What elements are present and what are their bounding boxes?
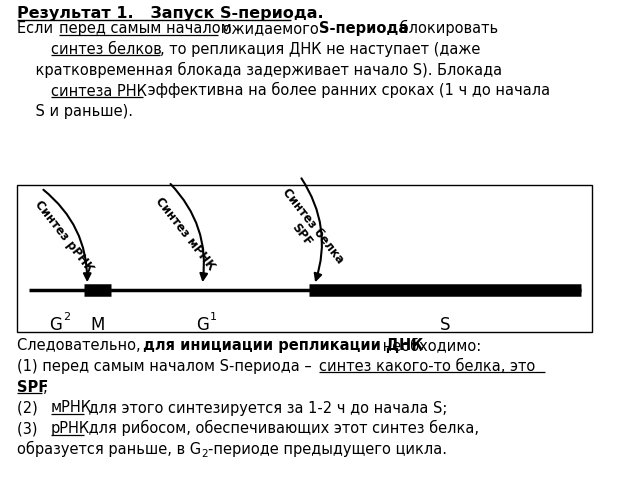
Text: перед самым началом: перед самым началом [59,21,232,36]
Text: , то репликация ДНК не наступает (даже: , то репликация ДНК не наступает (даже [160,42,480,57]
Text: Следовательно,: Следовательно, [17,338,145,353]
Text: кратковременная блокада задерживает начало S). Блокада: кратковременная блокада задерживает нача… [17,61,502,78]
FancyArrowPatch shape [44,190,91,280]
Text: ожидаемого: ожидаемого [218,21,324,36]
Text: рРНК: рРНК [51,421,90,436]
Text: (2): (2) [17,400,43,416]
Text: для рибосом, обеспечивающих этот синтез белка,: для рибосом, обеспечивающих этот синтез … [84,420,479,436]
Text: Синтез белка
SPF: Синтез белка SPF [268,186,346,275]
Text: S: S [440,316,451,334]
Text: Синтез рРНК: Синтез рРНК [32,198,96,275]
Text: SPF: SPF [17,380,49,395]
Text: синтез какого-то белка, это: синтез какого-то белка, это [319,359,535,374]
Text: -периоде предыдущего цикла.: -периоде предыдущего цикла. [208,442,447,457]
Text: синтеза РНК: синтеза РНК [51,84,147,98]
Text: для этого синтезируется за 1-2 ч до начала S;: для этого синтезируется за 1-2 ч до нача… [84,400,448,416]
Text: 2: 2 [202,449,208,459]
Text: (1) перед самым началом S-периода –: (1) перед самым началом S-периода – [17,359,317,374]
Text: 2: 2 [63,312,70,322]
Text: G: G [196,316,209,334]
Text: для инициации репликации ДНК: для инициации репликации ДНК [143,338,423,353]
Text: (3): (3) [17,421,42,436]
Text: G: G [49,316,62,334]
Bar [17,185,592,332]
Text: образуется раньше, в G: образуется раньше, в G [17,441,202,457]
Text: Результат 1.   Запуск S-периода.: Результат 1. Запуск S-периода. [17,6,324,21]
Text: необходимо:: необходимо: [378,338,481,353]
Text: эффективна на более ранних сроках (1 ч до начала: эффективна на более ранних сроках (1 ч д… [143,83,550,98]
FancyArrowPatch shape [171,184,207,280]
Text: синтез белков: синтез белков [51,42,161,57]
Text: мРНК: мРНК [51,400,92,416]
Text: Если: Если [17,21,58,36]
Text: S и раньше).: S и раньше). [17,104,133,120]
Text: ;: ; [42,380,47,395]
Text: блокировать: блокировать [394,20,498,36]
Text: M: M [90,316,105,334]
Text: Синтез мРНК: Синтез мРНК [153,194,218,273]
Text: S-периода: S-периода [319,21,408,36]
FancyArrowPatch shape [301,178,322,280]
Text: 1: 1 [210,312,217,322]
